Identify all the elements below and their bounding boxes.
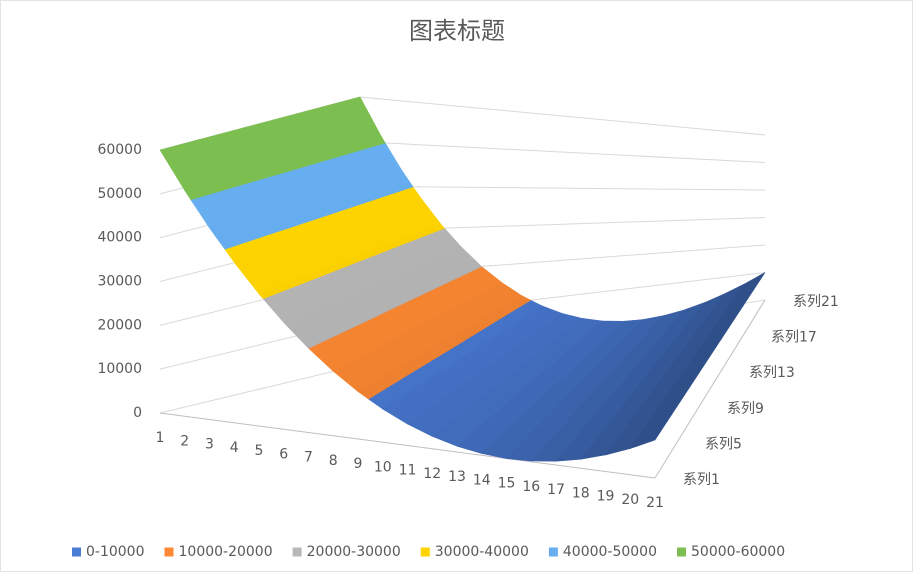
x-tick-label: 4 <box>230 440 239 456</box>
x-tick-label: 15 <box>498 476 516 492</box>
surface-cell <box>629 405 678 450</box>
legend-label: 10000-20000 <box>179 544 273 560</box>
depth-tick-label: 系列17 <box>771 330 817 346</box>
x-tick-label: 16 <box>522 479 540 495</box>
legend-swatch <box>548 547 558 557</box>
legend-label: 30000-40000 <box>435 544 529 560</box>
surface-cell <box>209 215 263 250</box>
z-tick-label: 40000 <box>97 230 142 246</box>
surface-cell <box>446 265 482 284</box>
x-tick-label: 17 <box>547 482 565 498</box>
grid-line <box>359 96 766 136</box>
z-tick-label: 0 <box>133 405 142 421</box>
z-tick-label: 20000 <box>97 317 142 333</box>
grid-line <box>359 141 766 163</box>
x-axis <box>159 412 656 479</box>
chart-title: 图表标题 <box>409 17 505 45</box>
depth-tick-label: 系列1 <box>683 472 720 488</box>
legend-swatch <box>292 547 302 557</box>
x-tick-label: 14 <box>473 472 491 488</box>
x-tick-label: 9 <box>354 456 363 472</box>
x-tick-label: 18 <box>572 485 590 501</box>
z-tick-label: 10000 <box>97 361 142 377</box>
legend-swatch <box>72 547 81 557</box>
x-tick-label: 12 <box>423 466 441 482</box>
legend-swatch <box>420 547 430 557</box>
depth-tick-label: 系列21 <box>793 294 839 310</box>
legend-label: 40000-50000 <box>563 544 657 560</box>
depth-tick-label: 系列9 <box>727 401 764 417</box>
surface-cell <box>258 279 300 300</box>
x-tick-label: 19 <box>597 489 615 505</box>
x-tick-label: 8 <box>329 453 338 469</box>
depth-axis <box>654 299 766 479</box>
depth-tick-label: 系列13 <box>749 365 795 381</box>
x-tick-label: 13 <box>448 469 466 485</box>
surface-cell <box>357 372 402 400</box>
x-tick-label: 20 <box>621 492 639 508</box>
legend-label: 20000-30000 <box>307 544 401 560</box>
legend-label: 0-10000 <box>86 544 145 560</box>
surface-cell <box>412 282 448 300</box>
z-tick-label: 50000 <box>97 186 142 202</box>
x-tick-label: 10 <box>374 459 392 475</box>
x-tick-label: 1 <box>156 430 165 446</box>
x-tick-label: 6 <box>279 446 288 462</box>
grid-line <box>359 185 766 191</box>
x-tick-label: 11 <box>399 463 417 479</box>
depth-tick-label: 系列5 <box>705 436 742 452</box>
x-tick-label: 5 <box>255 443 264 459</box>
surface-cell <box>308 331 344 349</box>
x-tick-label: 7 <box>304 450 313 466</box>
legend-swatch <box>164 547 174 557</box>
surface-cell <box>184 178 231 201</box>
grid-line <box>159 364 361 414</box>
z-tick-label: 30000 <box>97 274 142 290</box>
z-tick-label: 60000 <box>97 142 142 158</box>
legend-label: 50000-60000 <box>691 544 785 560</box>
x-tick-label: 2 <box>180 433 189 449</box>
x-tick-label: 21 <box>646 495 664 511</box>
x-tick-label: 3 <box>205 437 214 453</box>
legend-swatch <box>677 547 686 557</box>
